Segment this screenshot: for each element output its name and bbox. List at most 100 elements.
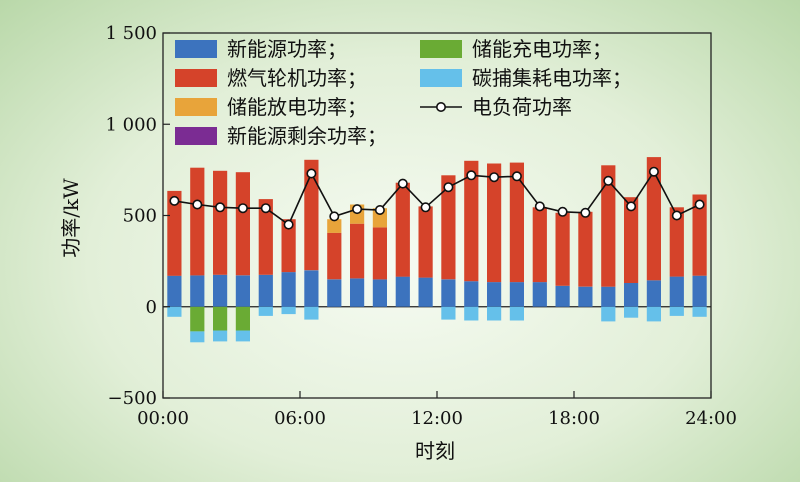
legend-marker-load (435, 102, 446, 113)
bar-ccs (281, 306, 296, 315)
load-point (260, 203, 271, 214)
bar-renewable (281, 272, 296, 307)
legend-swatch-storage_discharge (175, 98, 217, 116)
legend-label-storage_discharge: 储能放电功率； (227, 95, 367, 119)
load-point (169, 195, 180, 206)
load-point (648, 166, 659, 177)
bar-ccs (190, 331, 205, 343)
bar-gas_turbine (213, 170, 228, 275)
legend: 新能源功率； 储能充电功率； 燃气轮机功率； 碳捕集耗电功率； 储能放电功率； 电负荷功率… (175, 37, 632, 148)
bar-ccs (487, 306, 502, 321)
legend-swatch-storage_charge (420, 40, 462, 58)
x-tick-label: 00:00 (137, 408, 189, 429)
load-point (215, 202, 226, 213)
bar-gas_turbine (646, 157, 661, 281)
load-point (489, 172, 500, 183)
bar-renewable (532, 282, 547, 307)
bar-ccs (601, 306, 616, 322)
legend-swatch-renewable_surplus (175, 127, 217, 145)
bar-ccs (464, 306, 479, 321)
bar-gas_turbine (464, 160, 479, 282)
legend-label-ccs: 碳捕集耗电功率； (472, 66, 632, 90)
bar-renewable (213, 274, 228, 307)
bar-renewable (624, 283, 639, 307)
load-point (329, 211, 340, 222)
bar-renewable (372, 279, 387, 307)
bars-layer (167, 157, 707, 343)
bar-ccs (669, 306, 684, 316)
bar-gas_turbine (669, 207, 684, 277)
load-point (603, 175, 614, 186)
bar-storage_charge (213, 306, 228, 331)
load-point (192, 199, 203, 210)
x-axis-title: 时刻 (415, 439, 455, 463)
bar-gas_turbine (190, 167, 205, 276)
bar-renewable (601, 286, 616, 307)
bar-gas_turbine (624, 197, 639, 283)
y-tick-label: 500 (123, 206, 157, 227)
bar-renewable (464, 281, 479, 307)
bar-renewable (441, 279, 456, 307)
bar-renewable (487, 282, 502, 307)
load-point (237, 203, 248, 214)
bar-renewable (327, 279, 342, 307)
y-tick-label: 1 000 (105, 114, 157, 135)
bar-renewable (692, 275, 707, 307)
x-tick-label: 18:00 (548, 408, 600, 429)
legend-label-storage_charge: 储能充电功率； (472, 37, 612, 61)
bar-renewable (190, 275, 205, 307)
bar-renewable (395, 276, 410, 307)
bar-storage_discharge (327, 219, 342, 233)
load-point (580, 207, 591, 218)
load-point (397, 178, 408, 189)
bar-renewable (646, 280, 661, 307)
bar-storage_charge (235, 306, 250, 331)
bar-renewable (578, 286, 593, 307)
load-point (534, 201, 545, 212)
bar-ccs (646, 306, 661, 322)
bar-renewable (669, 276, 684, 307)
bar-gas_turbine (509, 162, 524, 283)
bar-gas_turbine (281, 219, 296, 273)
bar-gas_turbine (532, 207, 547, 283)
bar-gas_turbine (304, 159, 319, 271)
bar-renewable (167, 275, 182, 307)
bar-renewable (350, 278, 365, 307)
bar-ccs (624, 306, 639, 318)
load-point (694, 199, 705, 210)
bar-renewable (258, 274, 273, 307)
load-line-layer (169, 166, 705, 230)
bar-ccs (304, 306, 319, 320)
bar-gas_turbine (487, 163, 502, 283)
y-tick-label: 1 500 (105, 23, 157, 44)
x-tick-label: 12:00 (411, 408, 463, 429)
legend-label-renewable: 新能源功率； (227, 37, 347, 61)
axes-layer: −500 0 500 1 000 1 500 00:00 06:00 12:00 18:00 24… (105, 23, 736, 429)
bar-ccs (213, 330, 228, 342)
bar-ccs (167, 306, 182, 317)
bar-ccs (235, 330, 250, 342)
y-tick-label: 0 (146, 297, 157, 318)
bar-renewable (509, 282, 524, 307)
load-point (283, 219, 294, 230)
bar-storage_charge (190, 306, 205, 332)
bar-renewable (555, 285, 570, 307)
bar-gas_turbine (578, 211, 593, 287)
load-point (511, 171, 522, 182)
bar-gas_turbine (601, 165, 616, 287)
bar-gas_turbine (258, 199, 273, 275)
load-point (443, 182, 454, 193)
legend-swatch-ccs (420, 69, 462, 87)
x-tick-label: 06:00 (274, 408, 326, 429)
bar-gas_turbine (692, 194, 707, 276)
bar-gas_turbine (372, 227, 387, 280)
bar-ccs (692, 306, 707, 317)
bar-renewable (418, 277, 433, 307)
bar-ccs (258, 306, 273, 316)
bar-gas_turbine (555, 212, 570, 286)
bar-gas_turbine (167, 190, 182, 276)
load-point (420, 202, 431, 213)
legend-label-gas_turbine: 燃气轮机功率； (227, 66, 367, 90)
bar-ccs (441, 306, 456, 320)
